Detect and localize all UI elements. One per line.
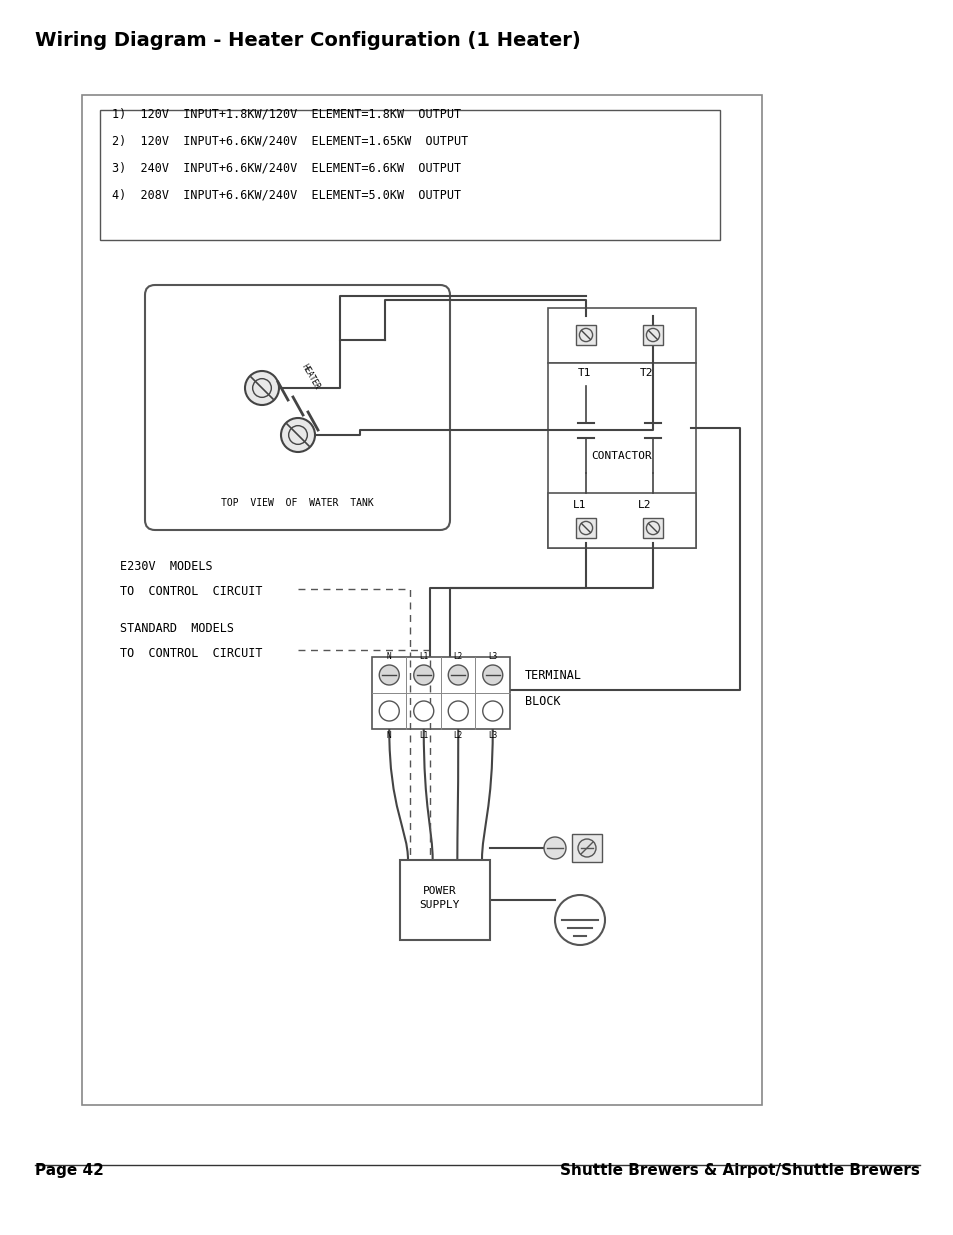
Text: TO  CONTROL  CIRCUIT: TO CONTROL CIRCUIT — [120, 647, 262, 659]
Circle shape — [379, 664, 399, 685]
Text: HEATER: HEATER — [299, 362, 321, 390]
Bar — [82, 95, 761, 1105]
Circle shape — [414, 701, 434, 721]
Bar — [547, 493, 696, 548]
Circle shape — [578, 839, 596, 857]
Text: 4)  208V  INPUT+6.6KW/240V  ELEMENT=5.0KW  OUTPUT: 4) 208V INPUT+6.6KW/240V ELEMENT=5.0KW O… — [112, 188, 460, 201]
Text: BLOCK: BLOCK — [524, 695, 560, 708]
Text: Wiring Diagram - Heater Configuration (1 Heater): Wiring Diagram - Heater Configuration (1… — [35, 31, 580, 49]
Text: TERMINAL: TERMINAL — [524, 669, 581, 682]
Bar — [547, 308, 696, 363]
Bar — [576, 517, 596, 538]
Bar — [572, 834, 601, 862]
Circle shape — [379, 701, 399, 721]
Text: CONTACTOR: CONTACTOR — [591, 451, 652, 461]
Text: TO  CONTROL  CIRCUIT: TO CONTROL CIRCUIT — [120, 585, 262, 598]
Text: L1: L1 — [418, 731, 428, 740]
Text: L2: L2 — [638, 500, 651, 510]
Circle shape — [646, 329, 659, 342]
Bar — [399, 860, 490, 940]
Text: L2: L2 — [453, 652, 462, 661]
Circle shape — [448, 701, 468, 721]
Bar — [547, 363, 696, 548]
Circle shape — [578, 329, 592, 342]
Circle shape — [646, 521, 659, 535]
Circle shape — [543, 837, 565, 860]
Circle shape — [482, 701, 502, 721]
Text: T1: T1 — [578, 368, 591, 378]
Circle shape — [289, 426, 307, 445]
Text: L1: L1 — [573, 500, 586, 510]
Text: 3)  240V  INPUT+6.6KW/240V  ELEMENT=6.6KW  OUTPUT: 3) 240V INPUT+6.6KW/240V ELEMENT=6.6KW O… — [112, 161, 460, 174]
Text: STANDARD  MODELS: STANDARD MODELS — [120, 622, 233, 635]
Bar — [642, 325, 662, 345]
Text: L3: L3 — [488, 652, 497, 661]
Circle shape — [253, 379, 271, 398]
Bar — [642, 517, 662, 538]
Text: T2: T2 — [639, 368, 653, 378]
FancyBboxPatch shape — [145, 285, 450, 530]
Text: 2)  120V  INPUT+6.6KW/240V  ELEMENT=1.65KW  OUTPUT: 2) 120V INPUT+6.6KW/240V ELEMENT=1.65KW … — [112, 135, 468, 147]
Text: 1)  120V  INPUT+1.8KW/120V  ELEMENT=1.8KW  OUTPUT: 1) 120V INPUT+1.8KW/120V ELEMENT=1.8KW O… — [112, 107, 460, 120]
Text: L1: L1 — [418, 652, 428, 661]
Circle shape — [448, 664, 468, 685]
Text: TOP  VIEW  OF  WATER  TANK: TOP VIEW OF WATER TANK — [221, 498, 374, 508]
Circle shape — [555, 895, 604, 945]
Text: N: N — [387, 652, 391, 661]
Circle shape — [578, 521, 592, 535]
Bar — [576, 325, 596, 345]
Bar — [100, 110, 720, 240]
Circle shape — [281, 417, 314, 452]
Text: N: N — [387, 731, 391, 740]
Bar — [372, 657, 510, 729]
Circle shape — [414, 664, 434, 685]
Circle shape — [245, 370, 278, 405]
Circle shape — [482, 664, 502, 685]
Text: L2: L2 — [453, 731, 462, 740]
Text: Shuttle Brewers & Airpot/Shuttle Brewers: Shuttle Brewers & Airpot/Shuttle Brewers — [559, 1163, 919, 1178]
Text: L3: L3 — [488, 731, 497, 740]
Text: Page 42: Page 42 — [35, 1163, 104, 1178]
Text: POWER
SUPPLY: POWER SUPPLY — [419, 885, 459, 910]
Text: E230V  MODELS: E230V MODELS — [120, 559, 213, 573]
